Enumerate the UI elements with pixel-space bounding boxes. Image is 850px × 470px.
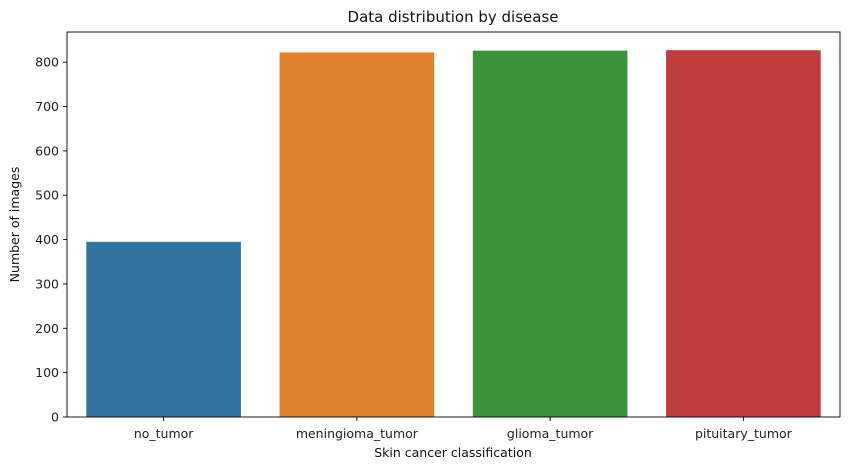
x-axis: no_tumor meningioma_tumor glioma_tumor pitu…	[134, 417, 793, 441]
y-axis-title: Number of images	[7, 167, 22, 283]
y-tick-label: 100	[35, 365, 59, 380]
x-tick-label: pituitary_tumor	[695, 426, 793, 441]
x-tick-label: no_tumor	[134, 426, 194, 441]
y-tick-label: 200	[35, 321, 59, 336]
y-tick-label: 800	[35, 55, 59, 70]
bar-glioma_tumor	[472, 50, 628, 417]
x-axis-title: Skin cancer classification	[374, 445, 532, 460]
bar-no_tumor	[86, 241, 241, 417]
bar-meningioma_tumor	[279, 52, 435, 418]
bars-group	[86, 50, 821, 418]
plot-frame	[66, 31, 841, 418]
y-tick-label: 0	[51, 410, 59, 425]
y-tick-label: 300	[35, 276, 59, 291]
y-tick-label: 400	[35, 232, 59, 247]
x-tick-label: glioma_tumor	[507, 426, 594, 441]
x-tick-label: meningioma_tumor	[296, 426, 419, 441]
y-axis: 0 100 200 300 400 500 600 700 800	[35, 55, 67, 425]
chart-title: Data distribution by disease	[348, 8, 559, 26]
bar-pituitary_tumor	[666, 50, 821, 417]
y-tick-label: 600	[35, 143, 59, 158]
y-tick-label: 700	[35, 99, 59, 114]
y-tick-label: 500	[35, 188, 59, 203]
